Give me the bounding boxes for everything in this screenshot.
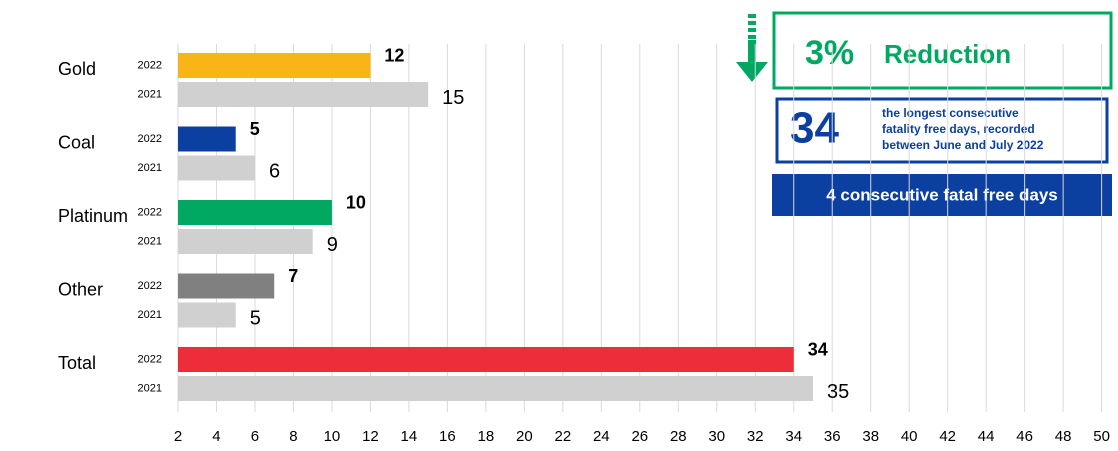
x-tick-label: 8 [289, 428, 297, 445]
series-label: 2021 [138, 235, 162, 247]
series-label: 2021 [138, 382, 162, 394]
x-tick-label: 20 [516, 428, 533, 445]
days-text: between June and July 2022 [882, 138, 1044, 152]
series-label: 2021 [138, 162, 162, 174]
x-tick-label: 30 [708, 428, 725, 445]
series-label: 2021 [138, 309, 162, 321]
reduction-value: 3% [805, 34, 854, 72]
x-tick-label: 26 [631, 428, 648, 445]
value-label: 35 [827, 381, 849, 403]
bar [178, 155, 255, 181]
value-label: 7 [288, 266, 298, 286]
x-tick-label: 46 [1016, 428, 1033, 445]
x-tick-label: 42 [939, 428, 956, 445]
x-tick-label: 10 [324, 428, 341, 445]
annotation-reduction: 3% Reduction [736, 11, 1113, 90]
value-label: 9 [327, 234, 338, 256]
category-label: Coal [58, 132, 95, 152]
bar [178, 229, 313, 254]
x-tick-label: 50 [1093, 428, 1110, 445]
bar [178, 126, 236, 152]
bar [178, 82, 429, 107]
days-value: 34 [790, 104, 839, 153]
series-label: 2022 [138, 206, 162, 218]
x-tick-label: 32 [747, 428, 764, 445]
value-label: 15 [442, 87, 464, 109]
bar [178, 200, 332, 225]
days-text: the longest consecutive [882, 106, 1019, 120]
x-tick-label: 2 [174, 428, 182, 445]
arrow-head [736, 62, 768, 82]
value-label: 5 [250, 307, 261, 329]
banner-text: 4 consecutive fatal free days [826, 185, 1058, 204]
x-tick-label: 18 [478, 428, 495, 445]
bar [178, 53, 371, 78]
series-label: 2022 [138, 353, 162, 365]
x-tick-label: 34 [785, 428, 802, 445]
series-label: 2022 [138, 59, 162, 71]
x-tick-label: 12 [362, 428, 379, 445]
x-tick-label: 22 [554, 428, 571, 445]
x-tick-label: 40 [901, 428, 918, 445]
bar [178, 376, 813, 401]
days-text: fatality free days, recorded [882, 122, 1035, 136]
banner [772, 174, 1112, 216]
value-label: 12 [384, 45, 404, 65]
category-label: Platinum [58, 206, 128, 226]
x-tick-label: 24 [593, 428, 610, 445]
category-label: Gold [58, 59, 96, 79]
bar [178, 273, 275, 299]
value-label: 5 [250, 119, 260, 139]
reduction-box [772, 11, 1113, 90]
x-tick-label: 44 [978, 428, 995, 445]
x-tick-label: 14 [401, 428, 418, 445]
value-label: 34 [808, 339, 828, 359]
x-tick-label: 16 [439, 428, 456, 445]
series-label: 2022 [138, 280, 162, 292]
x-tick-label: 48 [1055, 428, 1072, 445]
x-tick-label: 36 [824, 428, 841, 445]
value-label: 10 [346, 192, 366, 212]
series-label: 2021 [138, 88, 162, 100]
x-tick-label: 4 [212, 428, 220, 445]
value-label: 6 [269, 160, 280, 182]
category-label: Total [58, 353, 96, 373]
bar [178, 302, 236, 328]
x-tick-label: 38 [862, 428, 879, 445]
x-tick-label: 6 [251, 428, 259, 445]
series-label: 2022 [138, 133, 162, 145]
x-tick-label: 28 [670, 428, 687, 445]
category-label: Other [58, 279, 103, 299]
bar [178, 347, 794, 372]
annotation-days: 34 the longest consecutive fatality free… [772, 97, 1112, 216]
